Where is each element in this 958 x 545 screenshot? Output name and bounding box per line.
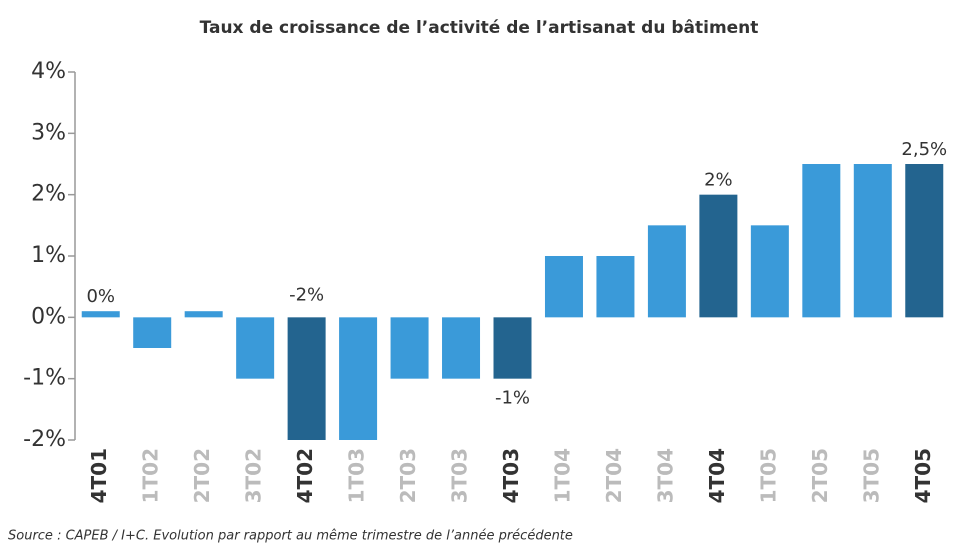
x-tick-label: 3T04 xyxy=(653,448,677,503)
bar xyxy=(339,317,378,440)
bar xyxy=(544,256,583,318)
x-tick-label: 4T03 xyxy=(499,448,523,503)
x-tick-label: 1T03 xyxy=(345,448,369,503)
source-note: Source : CAPEB / I+C. Evolution par rapp… xyxy=(8,529,573,544)
y-tick-label: -2% xyxy=(23,427,66,452)
x-tick-label: 4T05 xyxy=(911,448,935,503)
bar xyxy=(390,317,429,379)
y-tick-label: 4% xyxy=(31,59,66,84)
x-tick-label: 1T04 xyxy=(550,448,574,503)
x-tick-label: 3T03 xyxy=(448,448,472,503)
x-tick-label: 4T04 xyxy=(705,448,729,503)
bar xyxy=(699,194,738,318)
x-tick-label: 4T01 xyxy=(87,448,111,503)
bar xyxy=(853,164,892,318)
bar xyxy=(184,311,223,318)
y-tick-label: 1% xyxy=(31,243,66,268)
bar xyxy=(236,317,275,379)
y-tick-label: -1% xyxy=(23,366,66,391)
bar xyxy=(81,311,120,318)
x-tick-label: 2T04 xyxy=(602,448,626,503)
x-tick-label: 3T05 xyxy=(859,448,883,503)
bar xyxy=(802,164,841,318)
bar xyxy=(750,225,789,318)
bar xyxy=(647,225,686,318)
bar xyxy=(596,256,635,318)
bar xyxy=(287,317,326,440)
bar xyxy=(905,164,944,318)
chart-title: Taux de croissance de l’activité de l’ar… xyxy=(200,18,759,38)
x-tick-label: 2T05 xyxy=(808,448,832,503)
x-tick-label: 3T02 xyxy=(242,448,266,503)
value-label: 2,5% xyxy=(901,139,947,160)
y-tick-label: 2% xyxy=(31,182,66,207)
x-tick-label: 1T05 xyxy=(756,448,780,503)
value-label: -2% xyxy=(289,284,324,305)
x-tick-label: 4T02 xyxy=(293,448,317,503)
value-label: 0% xyxy=(86,286,115,307)
x-tick-label: 2T02 xyxy=(190,448,214,503)
value-label: 2% xyxy=(704,170,733,191)
bar xyxy=(493,317,532,379)
x-tick-label: 1T02 xyxy=(139,448,163,503)
x-tick-label: 2T03 xyxy=(396,448,420,503)
bar xyxy=(442,317,481,379)
y-tick-label: 3% xyxy=(31,120,66,145)
y-tick-label: 0% xyxy=(31,304,66,329)
bar xyxy=(133,317,172,348)
value-label: -1% xyxy=(495,388,530,409)
